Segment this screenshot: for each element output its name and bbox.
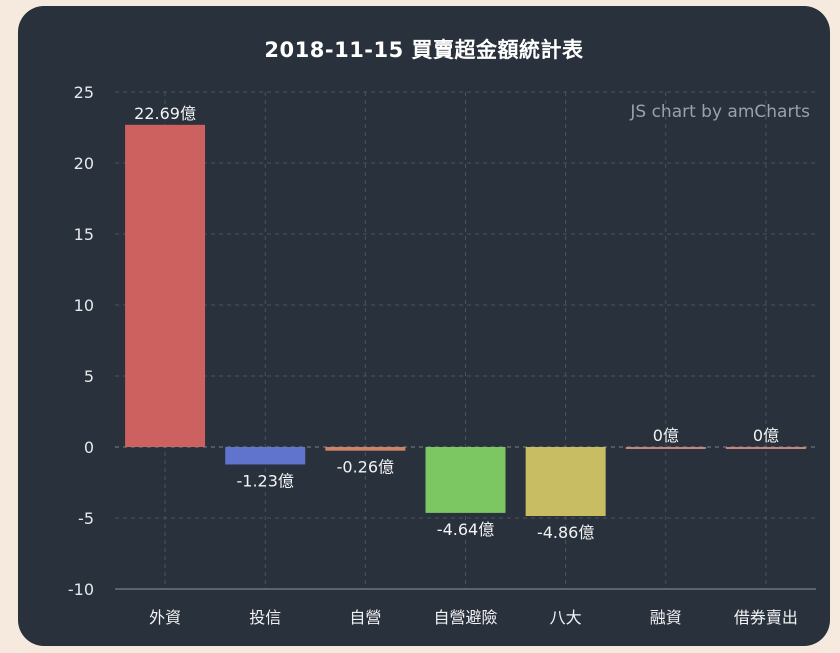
y-tick-label: 5 xyxy=(84,367,94,386)
y-tick-label: 20 xyxy=(74,154,94,173)
bar-八大 xyxy=(525,447,606,517)
x-tick-label: 投信 xyxy=(249,608,281,627)
data-label: 22.69億 xyxy=(134,104,196,123)
x-tick-label: 外資 xyxy=(149,608,181,627)
y-tick-label: 0 xyxy=(84,438,94,457)
data-label: -1.23億 xyxy=(237,471,294,490)
data-label: 0億 xyxy=(653,426,679,445)
data-label: -4.64億 xyxy=(437,520,494,539)
bar-借券賣出 xyxy=(725,447,806,449)
x-tick-label: 借券賣出 xyxy=(734,608,798,627)
bar-自營 xyxy=(325,447,406,451)
bar-融資 xyxy=(625,447,706,449)
x-tick-label: 自營避險 xyxy=(433,608,497,627)
data-label: -0.26億 xyxy=(337,458,394,477)
y-tick-label: 10 xyxy=(74,296,94,315)
y-tick-label: -5 xyxy=(78,509,94,528)
y-tick-label: 25 xyxy=(74,83,94,102)
x-tick-label: 自營 xyxy=(349,608,381,627)
chart-title: 2018-11-15 買賣超金額統計表 xyxy=(264,38,584,62)
data-label: 0億 xyxy=(753,426,779,445)
bar-投信 xyxy=(225,447,306,465)
chart-card: 2018-11-15 買賣超金額統計表 JS chart by amCharts… xyxy=(18,6,830,646)
bar-自營避險 xyxy=(425,447,506,513)
bar-外資 xyxy=(125,124,206,447)
x-tick-label: 融資 xyxy=(650,608,682,627)
data-label: -4.86億 xyxy=(537,523,594,542)
amcharts-credit[interactable]: JS chart by amCharts xyxy=(630,102,810,122)
x-tick-label: 八大 xyxy=(550,608,582,627)
y-tick-label: 15 xyxy=(74,225,94,244)
y-tick-label: -10 xyxy=(68,580,94,599)
